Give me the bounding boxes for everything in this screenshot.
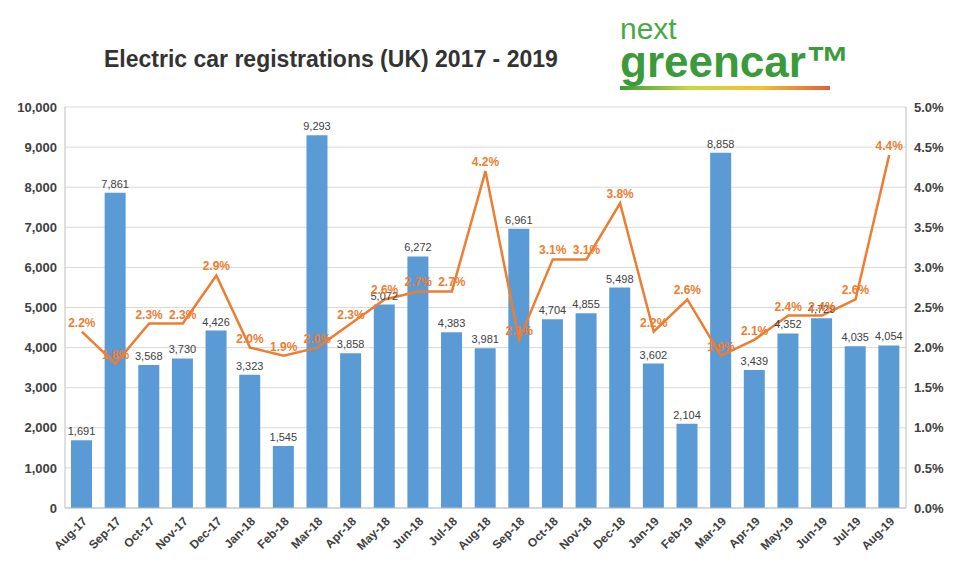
svg-text:Nov-18: Nov-18 xyxy=(556,514,594,552)
svg-text:Dec-17: Dec-17 xyxy=(187,514,225,552)
svg-text:6,961: 6,961 xyxy=(505,214,533,226)
svg-text:3,439: 3,439 xyxy=(741,355,769,367)
svg-text:Apr-19: Apr-19 xyxy=(726,514,763,551)
svg-text:Dec-18: Dec-18 xyxy=(590,514,628,552)
svg-text:Mar-18: Mar-18 xyxy=(288,514,325,551)
svg-text:2.0%: 2.0% xyxy=(304,332,332,346)
svg-text:1.9%: 1.9% xyxy=(707,340,735,354)
svg-text:Sep-18: Sep-18 xyxy=(490,514,528,552)
svg-text:7,000: 7,000 xyxy=(24,220,57,235)
svg-text:2.0%: 2.0% xyxy=(914,340,944,355)
svg-text:4,054: 4,054 xyxy=(875,330,903,342)
svg-text:3,000: 3,000 xyxy=(24,380,57,395)
svg-text:8,000: 8,000 xyxy=(24,180,57,195)
svg-text:7,861: 7,861 xyxy=(101,178,129,190)
svg-text:2.2%: 2.2% xyxy=(68,316,96,330)
svg-text:4,704: 4,704 xyxy=(539,304,567,316)
svg-text:2.3%: 2.3% xyxy=(337,308,365,322)
svg-text:6,272: 6,272 xyxy=(404,241,432,253)
svg-text:4.0%: 4.0% xyxy=(914,180,944,195)
svg-text:4,426: 4,426 xyxy=(202,316,230,328)
svg-text:9,000: 9,000 xyxy=(24,140,57,155)
svg-text:2.6%: 2.6% xyxy=(842,283,870,297)
svg-text:Feb-19: Feb-19 xyxy=(658,514,695,551)
svg-text:Oct-18: Oct-18 xyxy=(525,514,562,551)
svg-text:4.2%: 4.2% xyxy=(472,155,500,169)
svg-text:4.5%: 4.5% xyxy=(914,140,944,155)
svg-text:3,602: 3,602 xyxy=(640,349,668,361)
svg-text:Jan-19: Jan-19 xyxy=(625,514,662,551)
svg-text:2.1%: 2.1% xyxy=(741,324,769,338)
svg-text:2.7%: 2.7% xyxy=(438,275,466,289)
svg-text:2.6%: 2.6% xyxy=(371,283,399,297)
svg-text:3.0%: 3.0% xyxy=(914,260,944,275)
html-text:greencar™: greencar™ xyxy=(620,37,850,86)
svg-text:Aug-19: Aug-19 xyxy=(859,514,898,553)
svg-text:Jun-19: Jun-19 xyxy=(793,514,830,551)
svg-text:3.5%: 3.5% xyxy=(914,220,944,235)
svg-text:3,981: 3,981 xyxy=(471,333,499,345)
svg-text:Jul-18: Jul-18 xyxy=(425,514,460,549)
svg-text:10,000: 10,000 xyxy=(17,100,57,115)
svg-text:8,858: 8,858 xyxy=(707,138,735,150)
svg-text:2.1%: 2.1% xyxy=(505,324,533,338)
svg-text:0.5%: 0.5% xyxy=(914,461,944,476)
svg-text:May-18: May-18 xyxy=(354,514,393,553)
svg-text:Apr-18: Apr-18 xyxy=(322,514,359,551)
svg-text:2.6%: 2.6% xyxy=(674,283,702,297)
svg-text:3,858: 3,858 xyxy=(337,338,365,350)
svg-text:2.9%: 2.9% xyxy=(203,259,231,273)
html-text:next: next xyxy=(620,12,677,45)
svg-text:Aug-17: Aug-17 xyxy=(51,514,90,553)
svg-text:4,035: 4,035 xyxy=(841,331,869,343)
svg-text:4,000: 4,000 xyxy=(24,340,57,355)
svg-text:Aug-18: Aug-18 xyxy=(455,514,494,553)
svg-text:1,545: 1,545 xyxy=(270,431,298,443)
svg-text:Nov-17: Nov-17 xyxy=(153,514,191,552)
svg-text:Sep-17: Sep-17 xyxy=(86,514,124,552)
svg-text:3.1%: 3.1% xyxy=(573,243,601,257)
svg-text:3,730: 3,730 xyxy=(169,343,197,355)
svg-text:9,293: 9,293 xyxy=(303,120,331,132)
svg-text:2.3%: 2.3% xyxy=(169,308,197,322)
svg-text:2.5%: 2.5% xyxy=(914,300,944,315)
svg-text:0: 0 xyxy=(50,501,57,516)
svg-text:2,000: 2,000 xyxy=(24,420,57,435)
svg-text:1,000: 1,000 xyxy=(24,461,57,476)
svg-text:Feb-18: Feb-18 xyxy=(255,514,292,551)
svg-text:5,498: 5,498 xyxy=(606,273,634,285)
svg-text:4,352: 4,352 xyxy=(774,318,802,330)
svg-text:May-19: May-19 xyxy=(758,514,797,553)
svg-text:2.4%: 2.4% xyxy=(808,300,836,314)
svg-text:2.2%: 2.2% xyxy=(640,316,668,330)
svg-text:2.4%: 2.4% xyxy=(775,300,803,314)
svg-text:Jan-18: Jan-18 xyxy=(221,514,258,551)
svg-text:2.0%: 2.0% xyxy=(236,332,264,346)
svg-text:Jul-19: Jul-19 xyxy=(829,514,864,549)
svg-text:1,691: 1,691 xyxy=(68,425,96,437)
svg-text:3,568: 3,568 xyxy=(135,350,163,362)
svg-text:5.0%: 5.0% xyxy=(914,100,944,115)
html-text:Electric car registrations (UK: Electric car registrations (UK) 2017 - 2… xyxy=(104,46,558,72)
svg-text:3,323: 3,323 xyxy=(236,360,264,372)
svg-text:2,104: 2,104 xyxy=(673,409,701,421)
svg-text:Jun-18: Jun-18 xyxy=(389,514,426,551)
svg-text:3.1%: 3.1% xyxy=(539,243,567,257)
svg-text:Oct-17: Oct-17 xyxy=(121,514,158,551)
svg-text:2.7%: 2.7% xyxy=(405,275,433,289)
svg-text:6,000: 6,000 xyxy=(24,260,57,275)
svg-text:3.8%: 3.8% xyxy=(606,187,634,201)
svg-text:2.3%: 2.3% xyxy=(135,308,163,322)
svg-text:0.0%: 0.0% xyxy=(914,501,944,516)
svg-text:4,855: 4,855 xyxy=(572,298,600,310)
svg-text:1.9%: 1.9% xyxy=(270,340,298,354)
svg-text:1.8%: 1.8% xyxy=(102,348,130,362)
svg-text:1.0%: 1.0% xyxy=(914,420,944,435)
svg-text:4.4%: 4.4% xyxy=(876,139,904,153)
svg-text:Mar-19: Mar-19 xyxy=(692,514,729,551)
svg-text:5,000: 5,000 xyxy=(24,300,57,315)
svg-text:4,383: 4,383 xyxy=(438,317,466,329)
svg-text:1.5%: 1.5% xyxy=(914,380,944,395)
